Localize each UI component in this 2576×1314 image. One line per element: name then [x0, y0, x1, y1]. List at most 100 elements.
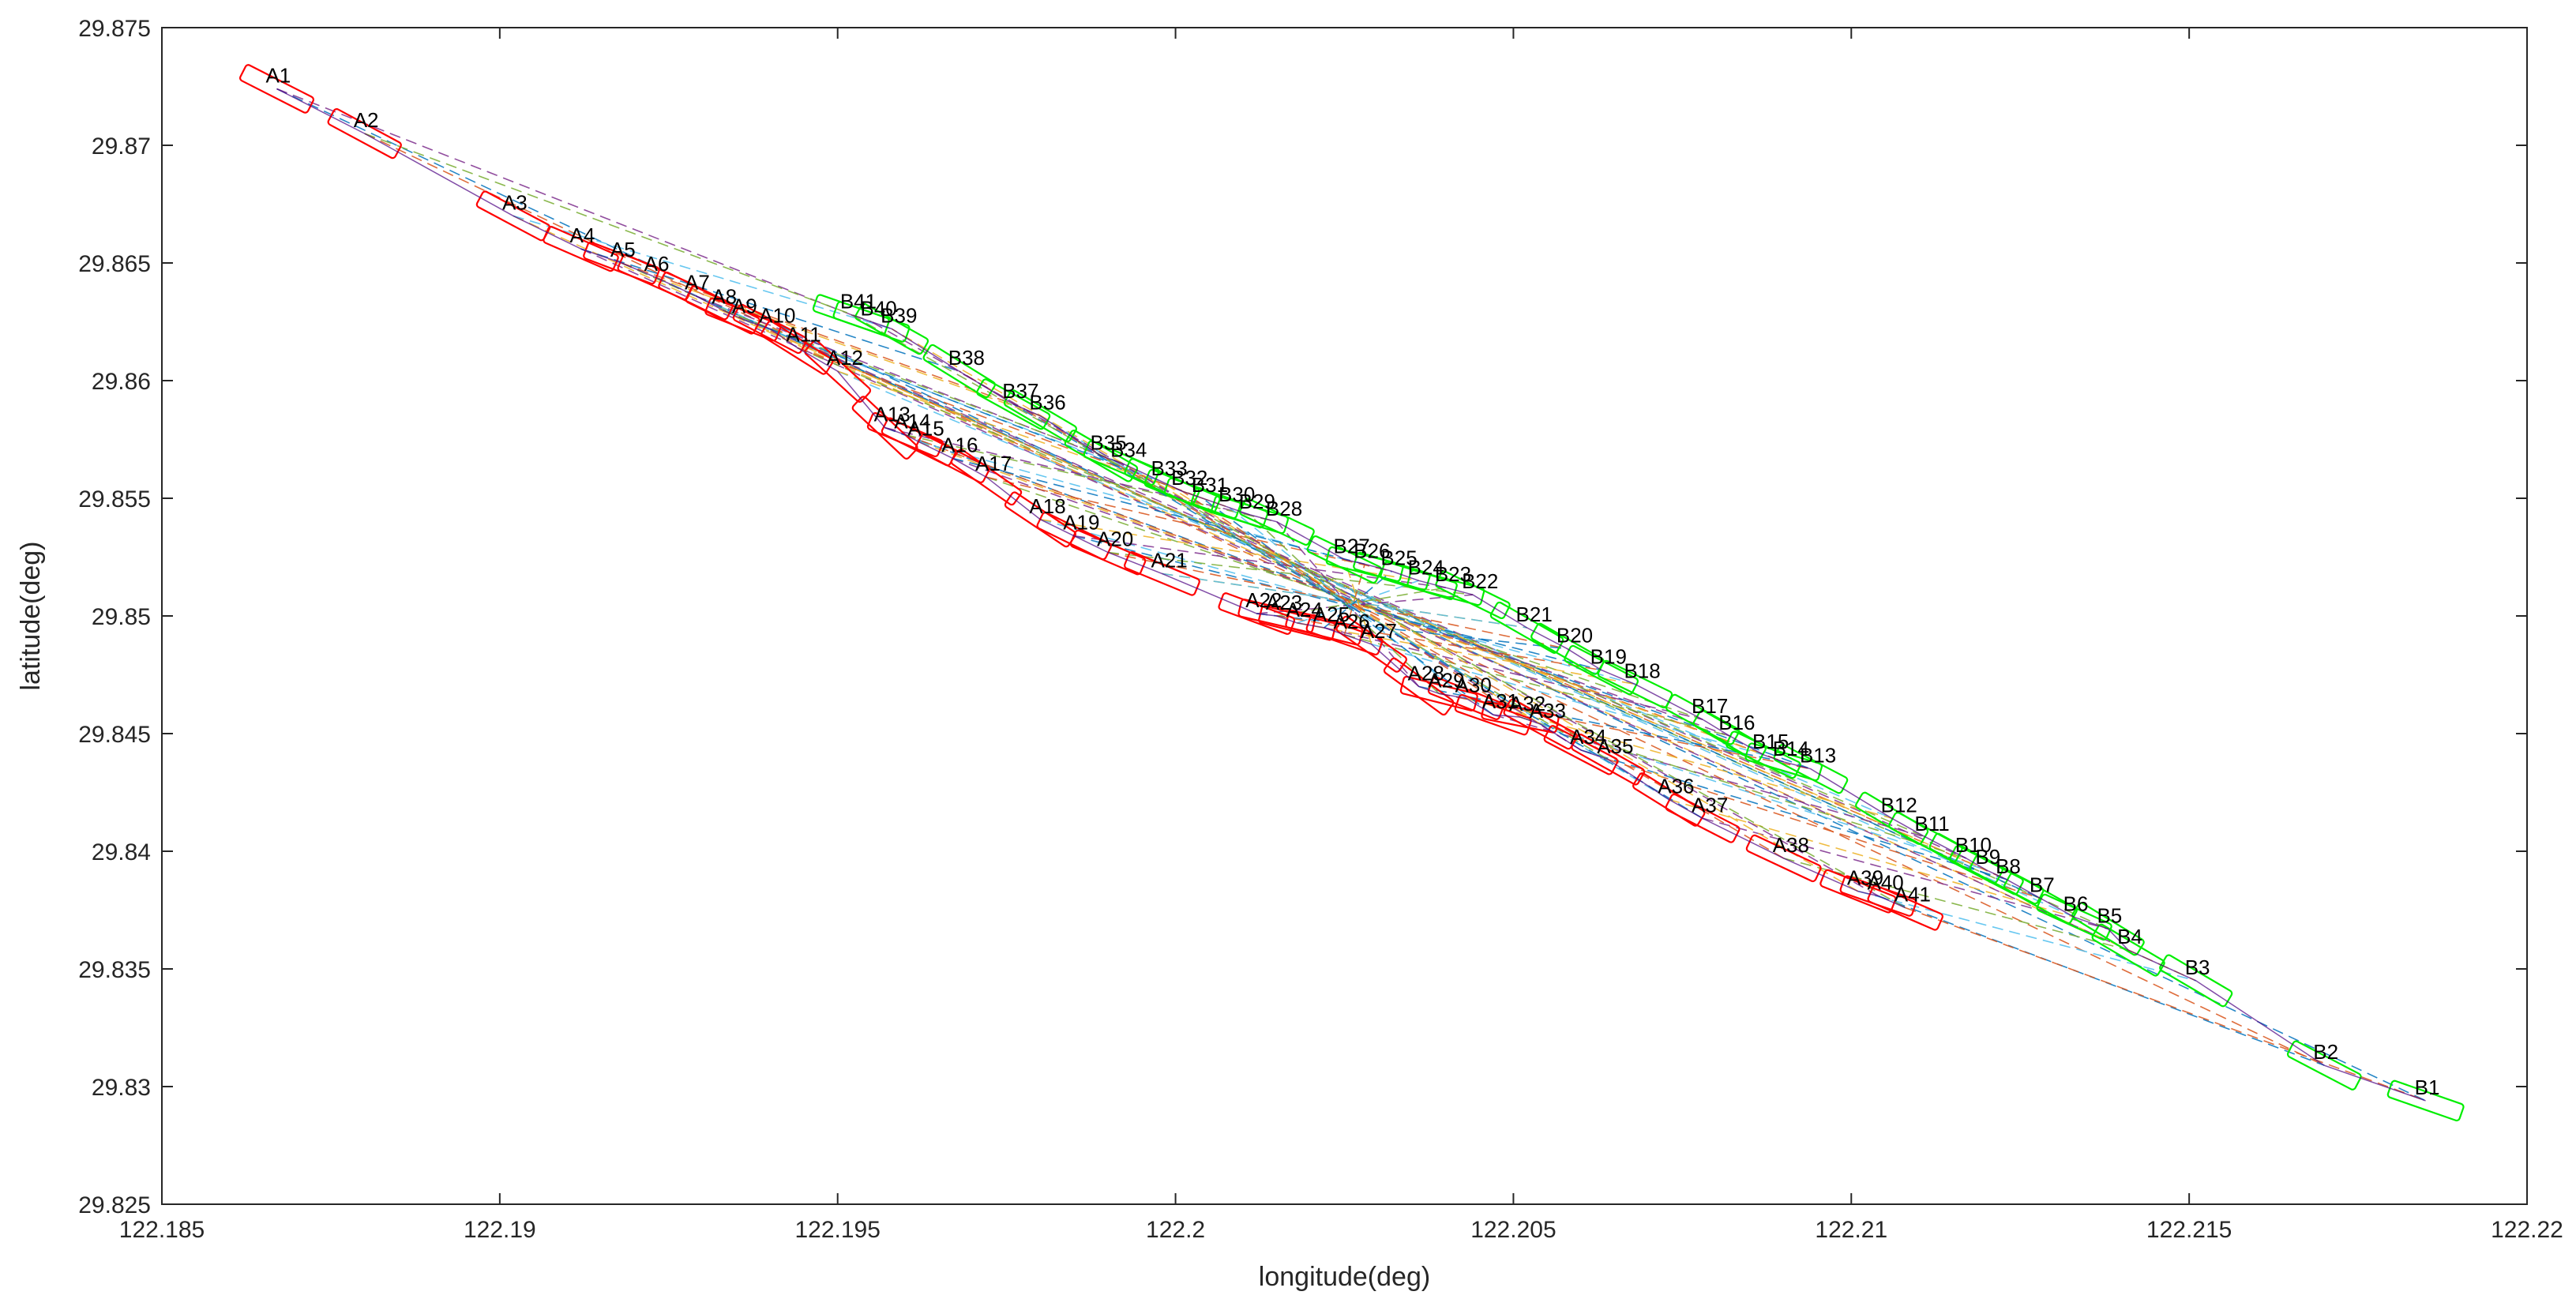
x-tick-label-5: 122.21 — [1815, 1217, 1887, 1243]
track-a-outline-22 — [1218, 592, 1296, 635]
label-b34: B34 — [1110, 437, 1147, 461]
link-a15-b15 — [918, 441, 1764, 756]
link-a19-b23 — [1074, 535, 1446, 589]
track-b-outline-19 — [1564, 644, 1639, 696]
link-a38-b4 — [1783, 858, 2129, 951]
label-a24: A24 — [1286, 598, 1323, 621]
label-b27: B27 — [1334, 534, 1370, 558]
track-b-outline-27 — [1306, 535, 1383, 584]
track-a-outline-38 — [1745, 834, 1822, 883]
label-b36: B36 — [1029, 391, 1065, 415]
track-a-outline-27 — [1335, 615, 1407, 673]
link-a8-b34 — [722, 309, 1122, 464]
y-tick-label-4: 29.845 — [78, 722, 151, 748]
label-a18: A18 — [1029, 494, 1065, 518]
label-b6: B6 — [2063, 892, 2089, 915]
label-b18: B18 — [1624, 659, 1660, 682]
x-tick-label-1: 122.19 — [464, 1217, 536, 1243]
track-a-outline-34 — [1543, 725, 1619, 775]
label-b5: B5 — [2097, 903, 2122, 927]
label-b17: B17 — [1692, 694, 1728, 718]
label-a27: A27 — [1361, 619, 1397, 643]
y-tick-label-7: 29.86 — [92, 369, 151, 395]
label-b37: B37 — [1002, 379, 1038, 403]
label-a23: A23 — [1266, 591, 1302, 614]
label-a2: A2 — [354, 108, 379, 132]
link-a40-b2 — [1878, 895, 2325, 1066]
x-tick-label-0: 122.185 — [119, 1217, 205, 1243]
link-a24-b18 — [1297, 622, 1635, 685]
label-b2: B2 — [2313, 1040, 2338, 1064]
track-a-outline-16 — [914, 433, 990, 484]
track-a-outline-32 — [1481, 700, 1560, 734]
label-b3: B3 — [2185, 955, 2210, 979]
link-a18-b18 — [1040, 519, 1635, 685]
label-b24: B24 — [1408, 555, 1444, 579]
link-a25-b17 — [1324, 627, 1703, 720]
label-a15: A15 — [907, 416, 944, 440]
track-a-outline-28 — [1383, 657, 1455, 716]
label-a29: A29 — [1428, 668, 1464, 692]
link-a28-b14 — [1418, 685, 1784, 763]
label-a36: A36 — [1658, 774, 1694, 798]
track-a-path — [276, 88, 1906, 909]
link-a31-b31 — [1202, 497, 1494, 715]
label-b14: B14 — [1773, 737, 1809, 760]
label-b26: B26 — [1354, 539, 1390, 562]
link-a41-b41 — [851, 313, 1906, 909]
y-tick-label-6: 29.855 — [78, 486, 151, 512]
link-a29-b29 — [1249, 514, 1440, 694]
link-a27-b15 — [1371, 643, 1764, 756]
link-a23-b19 — [1276, 615, 1602, 671]
label-a4: A4 — [570, 223, 595, 247]
link-a32-b32 — [1181, 490, 1521, 718]
link-a7-b7 — [695, 295, 2041, 899]
label-a35: A35 — [1597, 734, 1633, 758]
link-a17-b17 — [986, 476, 1703, 720]
label-b21: B21 — [1516, 603, 1553, 626]
y-tick-label-2: 29.835 — [78, 957, 151, 983]
label-b33: B33 — [1151, 456, 1187, 480]
label-a1: A1 — [265, 63, 291, 87]
link-a1-b41 — [276, 88, 852, 316]
link-a38-b38 — [959, 370, 1785, 859]
y-tick-label-9: 29.87 — [92, 133, 151, 160]
track-a-outline-17 — [950, 449, 1023, 506]
track-b-outline-6 — [2036, 893, 2112, 941]
label-a38: A38 — [1773, 833, 1809, 857]
track-b-outline-26 — [1325, 546, 1404, 582]
link-a33-b9 — [1540, 723, 1987, 871]
track-a-outline-20 — [1069, 529, 1147, 576]
track-a-outline-36 — [1632, 772, 1706, 827]
link-a4-b38 — [580, 248, 959, 372]
label-a25: A25 — [1313, 603, 1350, 626]
label-a31: A31 — [1482, 689, 1519, 713]
label-b7: B7 — [2030, 873, 2055, 897]
link-a22-b20 — [1256, 613, 1568, 650]
track-b-path — [851, 313, 2426, 1102]
label-a14: A14 — [894, 410, 930, 434]
label-b38: B38 — [948, 346, 985, 370]
link-a11-b31 — [797, 347, 1204, 499]
track-a-outline-4 — [543, 226, 619, 272]
label-a11: A11 — [786, 322, 820, 346]
label-b35: B35 — [1090, 430, 1126, 454]
label-b31: B31 — [1192, 473, 1228, 497]
label-b1: B1 — [2415, 1076, 2440, 1099]
link-a26-b26 — [1343, 564, 1365, 636]
link-a16-b26 — [952, 457, 1365, 565]
label-a39: A39 — [1847, 866, 1883, 890]
label-b15: B15 — [1752, 730, 1789, 753]
label-a8: A8 — [712, 285, 737, 309]
axis-ticks: 122.185 122.19 122.195 122.2 122.205 122.21 12… — [78, 16, 2563, 1243]
label-b39: B39 — [881, 303, 917, 327]
link-a9-b9 — [742, 318, 1987, 871]
track-a-outline-23 — [1237, 599, 1316, 633]
y-axis-label: latitude(deg) — [16, 541, 46, 690]
label-a22: A22 — [1245, 588, 1282, 612]
track-b-outline-37 — [976, 378, 1051, 430]
label-b25: B25 — [1380, 546, 1417, 569]
x-tick-label-3: 122.2 — [1146, 1217, 1205, 1243]
label-a28: A28 — [1408, 661, 1444, 685]
